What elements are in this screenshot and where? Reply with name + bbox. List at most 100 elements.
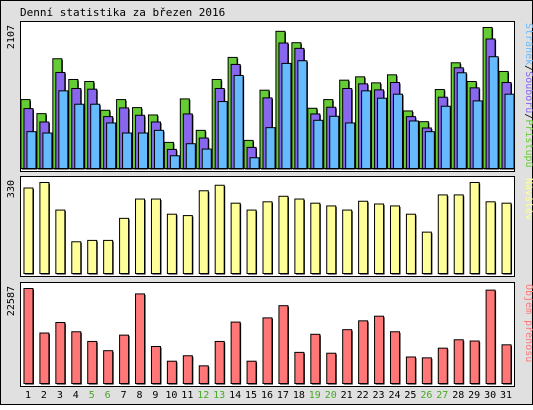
legend-entry-top-3: /	[523, 113, 533, 119]
bar-top-2-day-4	[74, 103, 85, 169]
day-label-25: 25	[404, 390, 416, 401]
bar-top-2-day-23	[377, 97, 388, 169]
chart-title: Denní statistika za březen 2016	[20, 6, 225, 19]
day-label-16: 16	[261, 390, 273, 401]
day-label-6: 6	[105, 390, 111, 401]
bar-bottom-0-day-24	[389, 331, 400, 384]
panel-mid-max-label: 330	[6, 180, 17, 198]
bar-bottom-0-day-21	[342, 329, 353, 385]
bar-mid-0-day-14	[230, 202, 241, 275]
bar-bottom-0-day-19	[310, 333, 321, 385]
bar-mid-0-day-31	[501, 202, 512, 275]
bar-mid-0-day-22	[358, 200, 369, 274]
day-label-13: 13	[213, 390, 225, 401]
bar-mid-0-day-11	[182, 215, 193, 275]
bar-mid-0-day-10	[166, 213, 177, 275]
day-label-26: 26	[420, 390, 432, 401]
bar-mid-0-day-2	[39, 182, 50, 274]
day-label-23: 23	[373, 390, 385, 401]
bar-top-2-day-19	[313, 119, 324, 169]
bar-top-2-day-21	[345, 122, 356, 170]
bar-bottom-0-day-23	[374, 315, 385, 384]
bar-mid-0-day-17	[278, 195, 289, 274]
bar-top-2-day-5	[90, 103, 101, 169]
bar-mid-0-day-8	[135, 198, 146, 274]
bar-bottom-0-day-4	[71, 331, 82, 384]
bar-bottom-0-day-26	[421, 357, 432, 385]
day-label-24: 24	[388, 390, 400, 401]
bar-top-2-day-12	[201, 148, 212, 169]
legend-entry-bottom-0: Objem přenosu	[523, 284, 533, 362]
day-label-19: 19	[309, 390, 321, 401]
legend-entry-mid-0: Návštěv	[523, 178, 533, 220]
bar-mid-0-day-16	[262, 201, 273, 274]
bar-bottom-0-day-16	[262, 317, 273, 384]
day-label-22: 22	[357, 390, 369, 401]
legend-entry-top-0: Stránek	[523, 23, 533, 65]
bar-bottom-0-day-17	[278, 305, 289, 384]
bar-mid-0-day-23	[374, 203, 385, 274]
day-label-9: 9	[152, 390, 158, 401]
bar-mid-0-day-7	[119, 217, 130, 274]
bar-mid-0-day-27	[437, 194, 448, 274]
panel-top-max-label: 2107	[6, 25, 17, 49]
bar-top-2-day-3	[58, 90, 69, 169]
bar-top-2-day-26	[424, 131, 435, 170]
bar-top-2-day-16	[265, 127, 276, 169]
day-label-31: 31	[500, 390, 512, 401]
panel-bottom-max-label: 22587	[6, 286, 17, 316]
bar-mid-0-day-24	[389, 205, 400, 274]
bar-top-2-day-10	[169, 155, 180, 169]
bar-bottom-0-day-1	[23, 288, 34, 384]
bar-mid-0-day-1	[23, 187, 34, 274]
bar-top-2-day-11	[185, 143, 196, 169]
day-label-27: 27	[436, 390, 448, 401]
bar-bottom-0-day-11	[182, 355, 193, 384]
day-label-20: 20	[325, 390, 337, 401]
bar-bottom-0-day-30	[485, 289, 496, 385]
bar-top-2-day-2	[42, 132, 53, 170]
bar-mid-0-day-26	[421, 231, 432, 275]
bar-top-2-day-9	[153, 129, 164, 169]
bar-mid-0-day-25	[405, 213, 416, 275]
bar-mid-0-day-19	[310, 202, 321, 275]
day-label-28: 28	[452, 390, 464, 401]
bar-top-2-day-24	[392, 93, 403, 169]
bar-bottom-0-day-14	[230, 321, 241, 384]
day-label-8: 8	[137, 390, 143, 401]
bar-bottom-0-day-20	[326, 352, 337, 385]
bar-mid-0-day-21	[342, 209, 353, 275]
bar-mid-0-day-9	[150, 198, 161, 274]
bar-top-2-day-15	[249, 157, 260, 169]
panel-mid-legend: Návštěv	[523, 178, 533, 220]
bar-bottom-0-day-27	[437, 347, 448, 385]
bar-bottom-0-day-29	[469, 340, 480, 384]
legend-entry-top-2: Souborů	[523, 71, 533, 113]
day-label-7: 7	[121, 390, 127, 401]
day-label-1: 1	[25, 390, 31, 401]
day-label-4: 4	[73, 390, 79, 401]
bar-bottom-0-day-13	[214, 340, 225, 384]
bar-mid-0-day-13	[214, 184, 225, 274]
bar-top-2-day-31	[504, 93, 515, 169]
bar-top-2-day-30	[488, 56, 499, 169]
day-label-14: 14	[229, 390, 241, 401]
bar-top-2-day-13	[217, 101, 228, 169]
bar-bottom-0-day-18	[294, 351, 305, 385]
bar-mid-0-day-20	[326, 205, 337, 274]
bar-bottom-0-day-6	[103, 350, 114, 384]
bar-bottom-0-day-5	[87, 340, 98, 384]
day-label-3: 3	[57, 390, 63, 401]
bar-top-2-day-7	[122, 132, 133, 170]
bar-mid-0-day-28	[453, 194, 464, 274]
bar-bottom-0-day-12	[198, 365, 209, 384]
bar-bottom-0-day-2	[39, 332, 50, 385]
legend-entry-top-1: /	[523, 65, 533, 71]
day-label-10: 10	[165, 390, 177, 401]
legend-entry-top-4: Přístupů	[523, 119, 533, 167]
day-label-21: 21	[341, 390, 353, 401]
bar-top-2-day-27	[440, 105, 451, 169]
bar-top-2-day-8	[138, 132, 149, 170]
bar-top-2-day-25	[408, 120, 419, 169]
bar-top-2-day-17	[281, 62, 292, 169]
